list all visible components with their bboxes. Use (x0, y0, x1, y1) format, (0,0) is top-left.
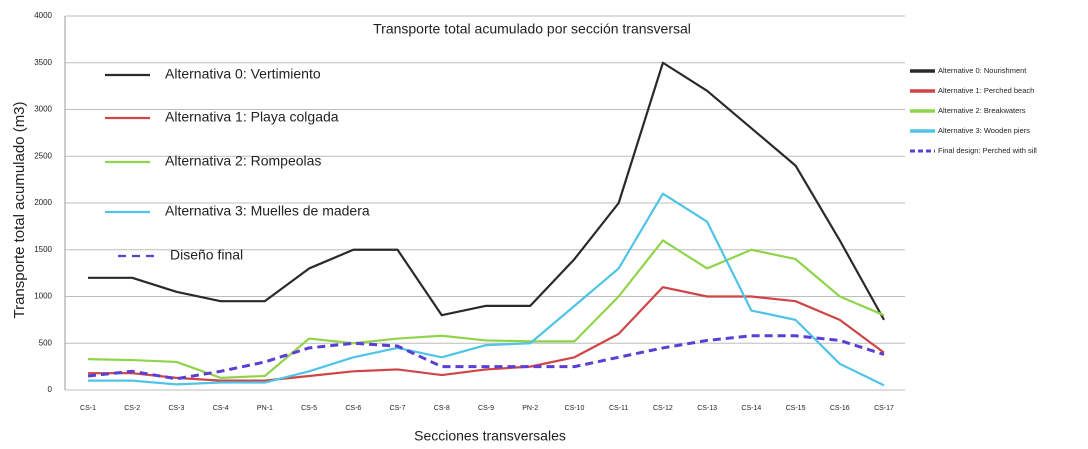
x-axis-label: Secciones transversales (414, 428, 566, 444)
y-tick-label: 3500 (34, 58, 52, 67)
legend-label: Alternativa 3: Muelles de madera (165, 203, 370, 219)
y-tick-label: 1500 (34, 245, 52, 254)
legend-label: Diseño final (170, 247, 243, 263)
x-tick-label: CS-15 (786, 405, 806, 412)
x-tick-label: PN-2 (522, 405, 538, 412)
x-tick-label: CS-12 (653, 405, 673, 412)
legend-en-label: Alternative 1: Perched beach (938, 86, 1034, 95)
x-tick-label: CS-1 (80, 405, 96, 412)
x-tick-label: CS-10 (565, 405, 585, 412)
legend-en-label: Alternative 2: Breakwaters (938, 106, 1026, 115)
y-tick-label: 3000 (34, 105, 52, 114)
y-tick-label: 2500 (34, 151, 52, 160)
x-tick-label: CS-13 (697, 405, 717, 412)
series-line (88, 192, 885, 387)
x-tick-label: CS-14 (741, 405, 761, 412)
legend-en-label: Alternative 0: Nourishment (938, 66, 1027, 75)
legend-label: Alternativa 2: Rompeolas (165, 153, 321, 169)
x-tick-label: CS-4 (213, 405, 229, 412)
series-line (88, 61, 885, 321)
x-tick-label: CS-8 (434, 405, 450, 412)
x-tick-label: CS-17 (874, 405, 894, 412)
x-tick-label: PN-1 (257, 405, 273, 412)
legend-label: Alternativa 0: Vertimiento (165, 66, 321, 82)
legend-label: Alternativa 1: Playa colgada (165, 109, 339, 125)
y-tick-label: 1000 (34, 292, 52, 301)
series-line (87, 334, 885, 381)
x-tick-label: CS-7 (390, 405, 406, 412)
y-tick-label: 2000 (34, 198, 52, 207)
chart-title: Transporte total acumulado por sección t… (373, 21, 691, 37)
y-tick-label: 500 (39, 338, 53, 347)
x-tick-label: CS-9 (478, 405, 494, 412)
x-tick-label: CS-6 (345, 405, 361, 412)
series-line (88, 286, 885, 382)
legend-en-label: Final design: Perched with sill (938, 146, 1037, 155)
x-tick-label: CS-11 (609, 405, 628, 412)
x-tick-label: CS-2 (124, 405, 140, 412)
legend-en-label: Alternative 3: Wooden piers (938, 126, 1030, 135)
y-axis-label: Transporte total acumulado (m3) (11, 101, 28, 318)
x-tick-label: CS-3 (168, 405, 184, 412)
x-tick-label: CS-16 (830, 405, 850, 412)
y-tick-label: 0 (48, 385, 53, 394)
y-tick-label: 4000 (34, 11, 52, 20)
series-line (87, 239, 885, 379)
x-tick-label: CS-5 (301, 405, 317, 412)
